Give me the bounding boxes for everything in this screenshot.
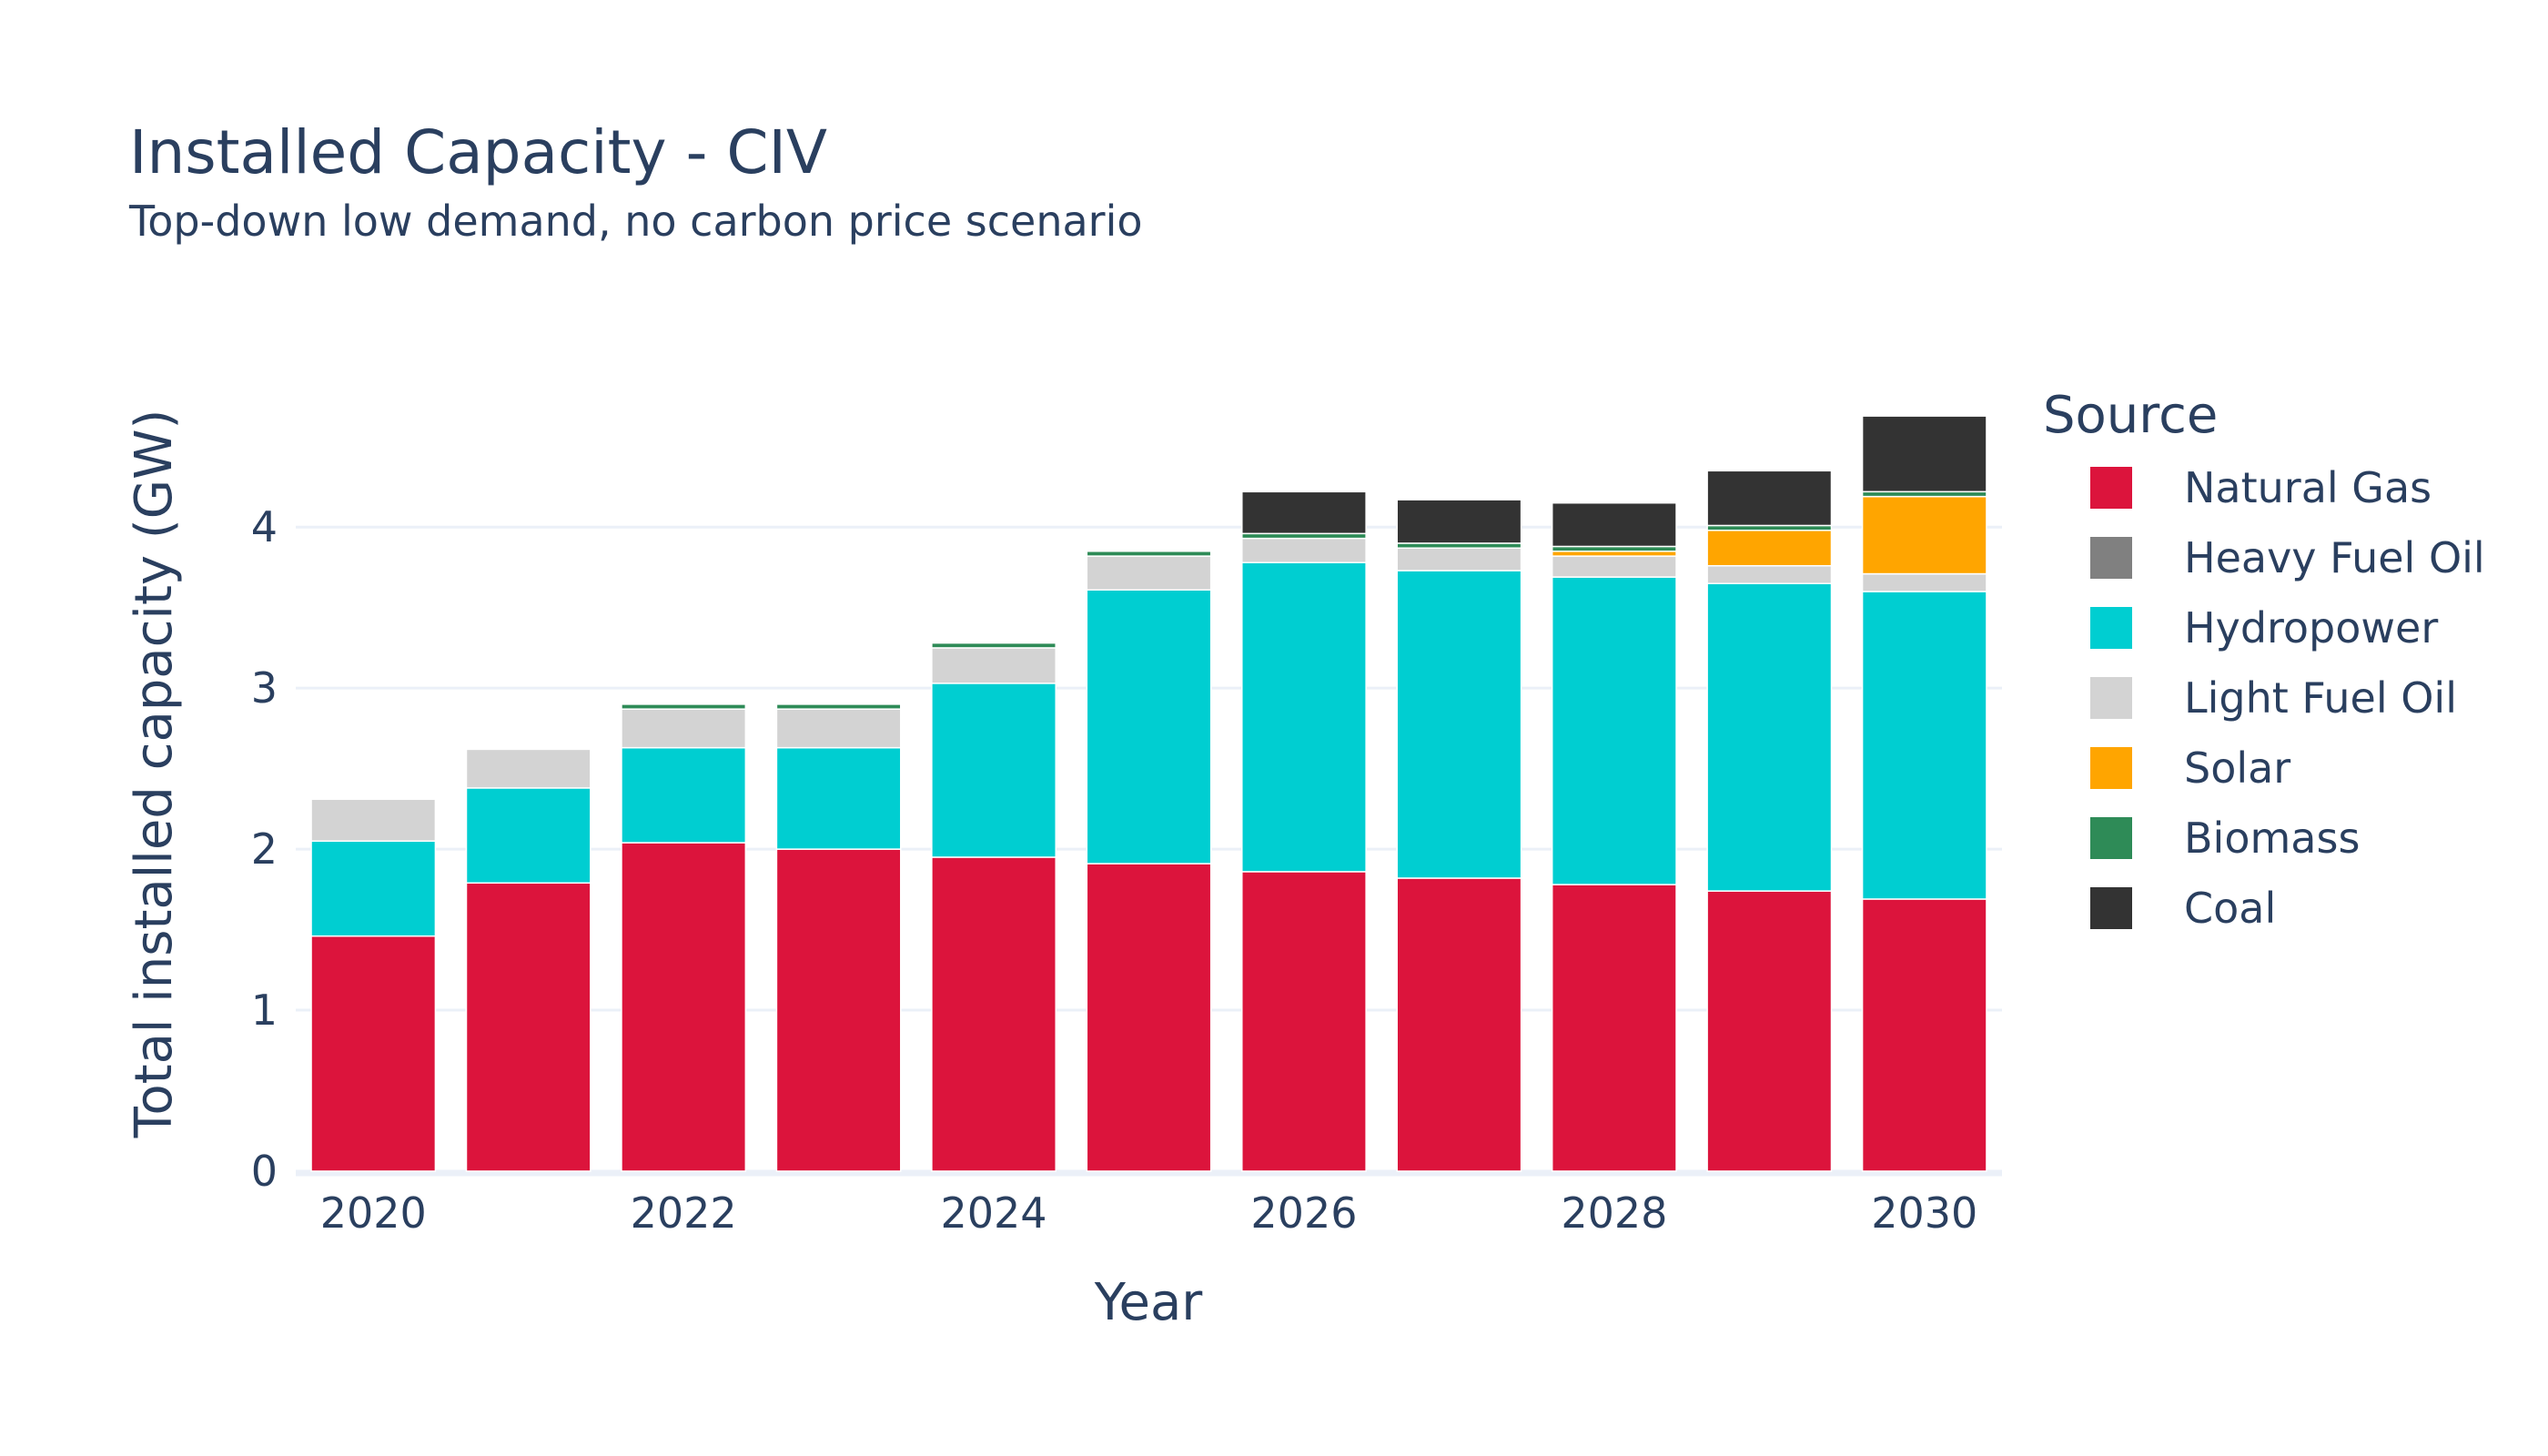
bar-coal-2029 [1706,470,1833,527]
x-tick-label: 2022 [631,1188,737,1238]
x-tick-label: 2020 [320,1188,427,1238]
x-axis-title: Year [1094,1273,1204,1332]
legend-item-biomass[interactable]: Biomass [2090,814,2360,863]
bar-biomass-2028 [1551,545,1677,552]
bar-coal-2030 [1861,415,1987,493]
bar-hydropower-2024 [931,682,1057,858]
bar-natural-gas-2020 [310,935,437,1172]
bar-natural-gas-2028 [1551,884,1677,1172]
bar-biomass-2023 [775,703,902,710]
x-tick-label: 2030 [1871,1188,1977,1238]
bar-biomass-2025 [1086,551,1212,557]
x-tick-label: 2028 [1561,1188,1667,1238]
bar-coal-2027 [1396,499,1522,544]
bar-light-fuel-oil-2023 [775,708,902,749]
bar-hydropower-2025 [1086,589,1212,864]
bar-natural-gas-2027 [1396,877,1522,1172]
legend-swatch [2090,887,2132,929]
y-tick-label: 0 [251,1147,278,1196]
legend-item-solar[interactable]: Solar [2090,743,2290,793]
bar-light-fuel-oil-2030 [1861,572,1987,592]
chart-subtitle: Top-down low demand, no carbon price sce… [129,197,1143,246]
y-axis-title: Total installed capacity (GW) [125,410,184,1139]
bar-coal-2026 [1241,490,1367,535]
bar-biomass-2029 [1706,524,1833,531]
bar-biomass-2022 [621,703,747,710]
legend-swatch [2090,747,2132,789]
legend-label: Solar [2184,743,2290,793]
bar-light-fuel-oil-2024 [931,647,1057,684]
bar-light-fuel-oil-2028 [1551,555,1677,578]
x-tick-label: 2026 [1250,1188,1357,1238]
legend-item-hydropower[interactable]: Hydropower [2090,603,2438,652]
legend-label: Light Fuel Oil [2184,673,2457,723]
x-tick-label: 2024 [941,1188,1047,1238]
bar-light-fuel-oil-2029 [1706,564,1833,584]
legend-item-coal[interactable]: Coal [2090,884,2276,933]
bar-hydropower-2020 [310,840,437,937]
bar-natural-gas-2030 [1861,898,1987,1172]
y-tick-label: 1 [251,986,278,1035]
x-axis-ticks: 2020 2022 2024 2026 2028 2030 [320,1188,1978,1238]
bar-natural-gas-2025 [1086,863,1212,1172]
legend-item-natural-gas[interactable]: Natural Gas [2090,463,2432,512]
bar-solar-2028 [1551,551,1677,557]
bar-coal-2028 [1551,501,1677,548]
bar-hydropower-2027 [1396,570,1522,879]
legend-title: Source [2043,386,2218,445]
legend-label: Hydropower [2184,603,2438,652]
bar-biomass-2030 [1861,490,1987,498]
bar-hydropower-2028 [1551,576,1677,885]
legend: Source Natural Gas Heavy Fuel Oil Hydropow… [2043,386,2485,933]
bars [310,415,1987,1172]
bar-natural-gas-2029 [1706,890,1833,1172]
legend-label: Heavy Fuel Oil [2184,533,2485,582]
bar-light-fuel-oil-2020 [310,798,437,843]
legend-swatch [2090,537,2132,579]
legend-items: Natural Gas Heavy Fuel Oil Hydropower Light… [2090,463,2485,933]
bar-solar-2029 [1706,530,1833,567]
y-tick-label: 3 [251,663,278,713]
bar-natural-gas-2021 [465,882,592,1172]
bar-hydropower-2030 [1861,591,1987,900]
bar-hydropower-2026 [1241,561,1367,873]
bar-hydropower-2022 [621,746,747,844]
legend-item-light-fuel-oil[interactable]: Light Fuel Oil [2090,673,2457,723]
y-axis-ticks: 0 1 2 3 4 [251,502,278,1196]
bar-natural-gas-2022 [621,842,747,1172]
legend-swatch [2090,817,2132,859]
chart-title: Installed Capacity - CIV [129,117,828,187]
y-tick-label: 2 [251,824,278,874]
bar-light-fuel-oil-2021 [465,748,592,789]
legend-label: Biomass [2184,814,2360,863]
bar-natural-gas-2023 [775,848,902,1172]
bar-biomass-2027 [1396,542,1522,549]
bar-natural-gas-2024 [931,856,1057,1172]
bar-hydropower-2023 [775,746,902,850]
legend-label: Natural Gas [2184,463,2432,512]
y-tick-label: 4 [251,502,278,551]
bar-light-fuel-oil-2022 [621,708,747,749]
legend-swatch [2090,677,2132,719]
legend-swatch [2090,607,2132,649]
bar-hydropower-2021 [465,787,592,885]
bar-hydropower-2029 [1706,582,1833,892]
legend-swatch [2090,467,2132,509]
bar-solar-2030 [1861,495,1987,575]
bar-biomass-2024 [931,642,1057,649]
bar-light-fuel-oil-2025 [1086,555,1212,592]
bar-light-fuel-oil-2027 [1396,547,1522,571]
bar-light-fuel-oil-2026 [1241,537,1367,563]
legend-label: Coal [2184,884,2276,933]
bar-natural-gas-2026 [1241,871,1367,1172]
legend-item-heavy-fuel-oil[interactable]: Heavy Fuel Oil [2090,533,2485,582]
bar-biomass-2026 [1241,532,1367,540]
